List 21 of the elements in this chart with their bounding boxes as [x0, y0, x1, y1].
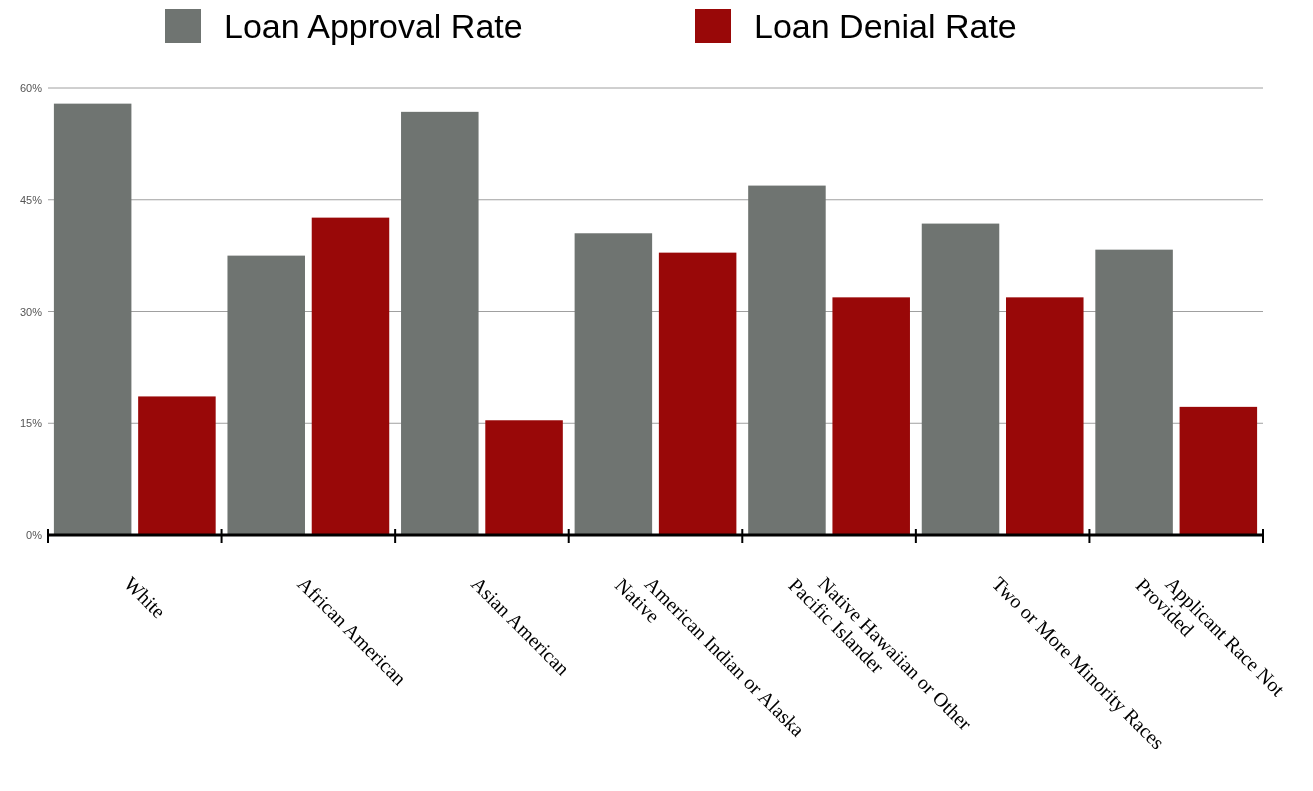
- bar: [138, 396, 216, 535]
- bar: [1006, 297, 1084, 535]
- bar: [485, 420, 563, 535]
- y-tick-label: 60%: [19, 82, 43, 95]
- y-tick-label: 15%: [19, 417, 43, 430]
- bar: [1179, 406, 1258, 535]
- bar: [921, 223, 1000, 535]
- bar: [574, 233, 653, 535]
- bar: [227, 255, 305, 535]
- bar: [832, 297, 910, 535]
- y-tick-label: 0%: [26, 529, 43, 542]
- bar: [658, 252, 737, 535]
- legend-label: Loan Denial Rate: [754, 7, 1017, 45]
- bar: [401, 111, 479, 535]
- bar: [748, 185, 826, 535]
- y-tick-label: 45%: [19, 193, 43, 206]
- bar: [311, 217, 390, 535]
- bar: [53, 103, 132, 535]
- y-tick-label: 30%: [19, 305, 43, 318]
- legend-label: Loan Approval Rate: [224, 7, 523, 45]
- bar: [1095, 249, 1173, 535]
